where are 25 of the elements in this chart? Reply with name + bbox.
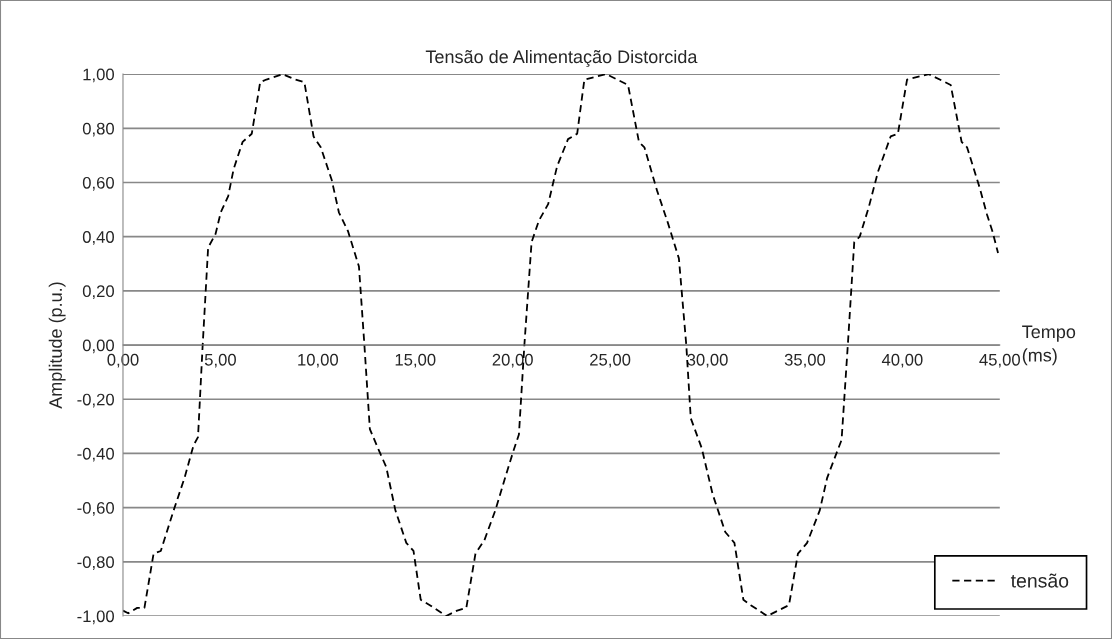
- x-tick-label: 30,00: [687, 353, 728, 368]
- x-tick-label: 20,00: [492, 353, 533, 368]
- y-tick-label: 0,40: [82, 231, 115, 245]
- y-tick-label: 0,80: [82, 122, 115, 137]
- y-tick-label: 1,00: [83, 68, 115, 83]
- x-tick-label: 45,00: [979, 353, 1020, 368]
- y-tick-label: -0,80: [77, 556, 115, 570]
- x-tick-label: 10,00: [298, 353, 339, 368]
- y-tick-label: -0,40: [77, 447, 115, 462]
- y-tick-label: 0,00: [82, 339, 115, 354]
- y-axis-title: Amplitude (p.u.): [48, 282, 66, 409]
- y-tick-label: -0,20: [77, 393, 115, 408]
- x-tick-label: 25,00: [590, 353, 631, 368]
- y-tick-label: -0,60: [77, 502, 115, 516]
- chart-title: Tensão de Alimentação Distorcida: [425, 49, 698, 67]
- x-tick-label: 0,00: [107, 353, 139, 368]
- y-tick-label: -1,00: [77, 610, 115, 625]
- x-tick-label: 35,00: [784, 353, 826, 368]
- legend-label: tensão: [1010, 573, 1069, 588]
- x-tick-label: 40,00: [881, 353, 923, 368]
- x-axis-title: Tempo (ms): [1022, 325, 1076, 366]
- x-tick-label: 15,00: [395, 353, 436, 368]
- y-tick-label: 0,60: [82, 176, 115, 191]
- y-tick-label: 0,20: [82, 285, 115, 300]
- x-tick-label: 5,00: [204, 353, 236, 368]
